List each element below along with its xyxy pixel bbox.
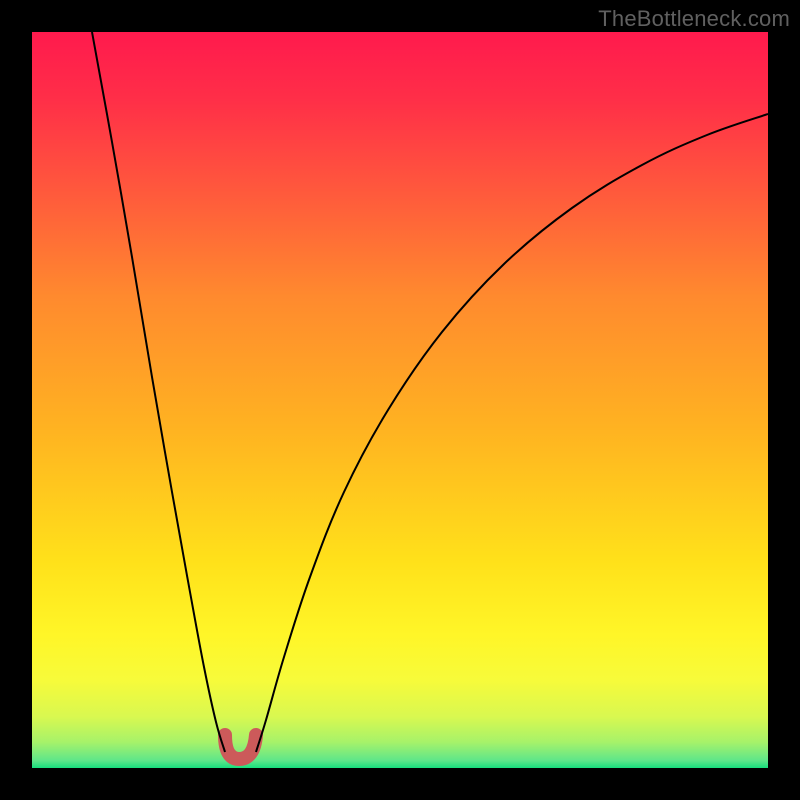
curve-left bbox=[92, 32, 225, 752]
curve-layer bbox=[32, 32, 768, 768]
watermark-label: TheBottleneck.com bbox=[598, 6, 790, 32]
curve-right bbox=[256, 114, 768, 752]
bottleneck-marker bbox=[225, 735, 256, 759]
chart-canvas: TheBottleneck.com bbox=[0, 0, 800, 800]
